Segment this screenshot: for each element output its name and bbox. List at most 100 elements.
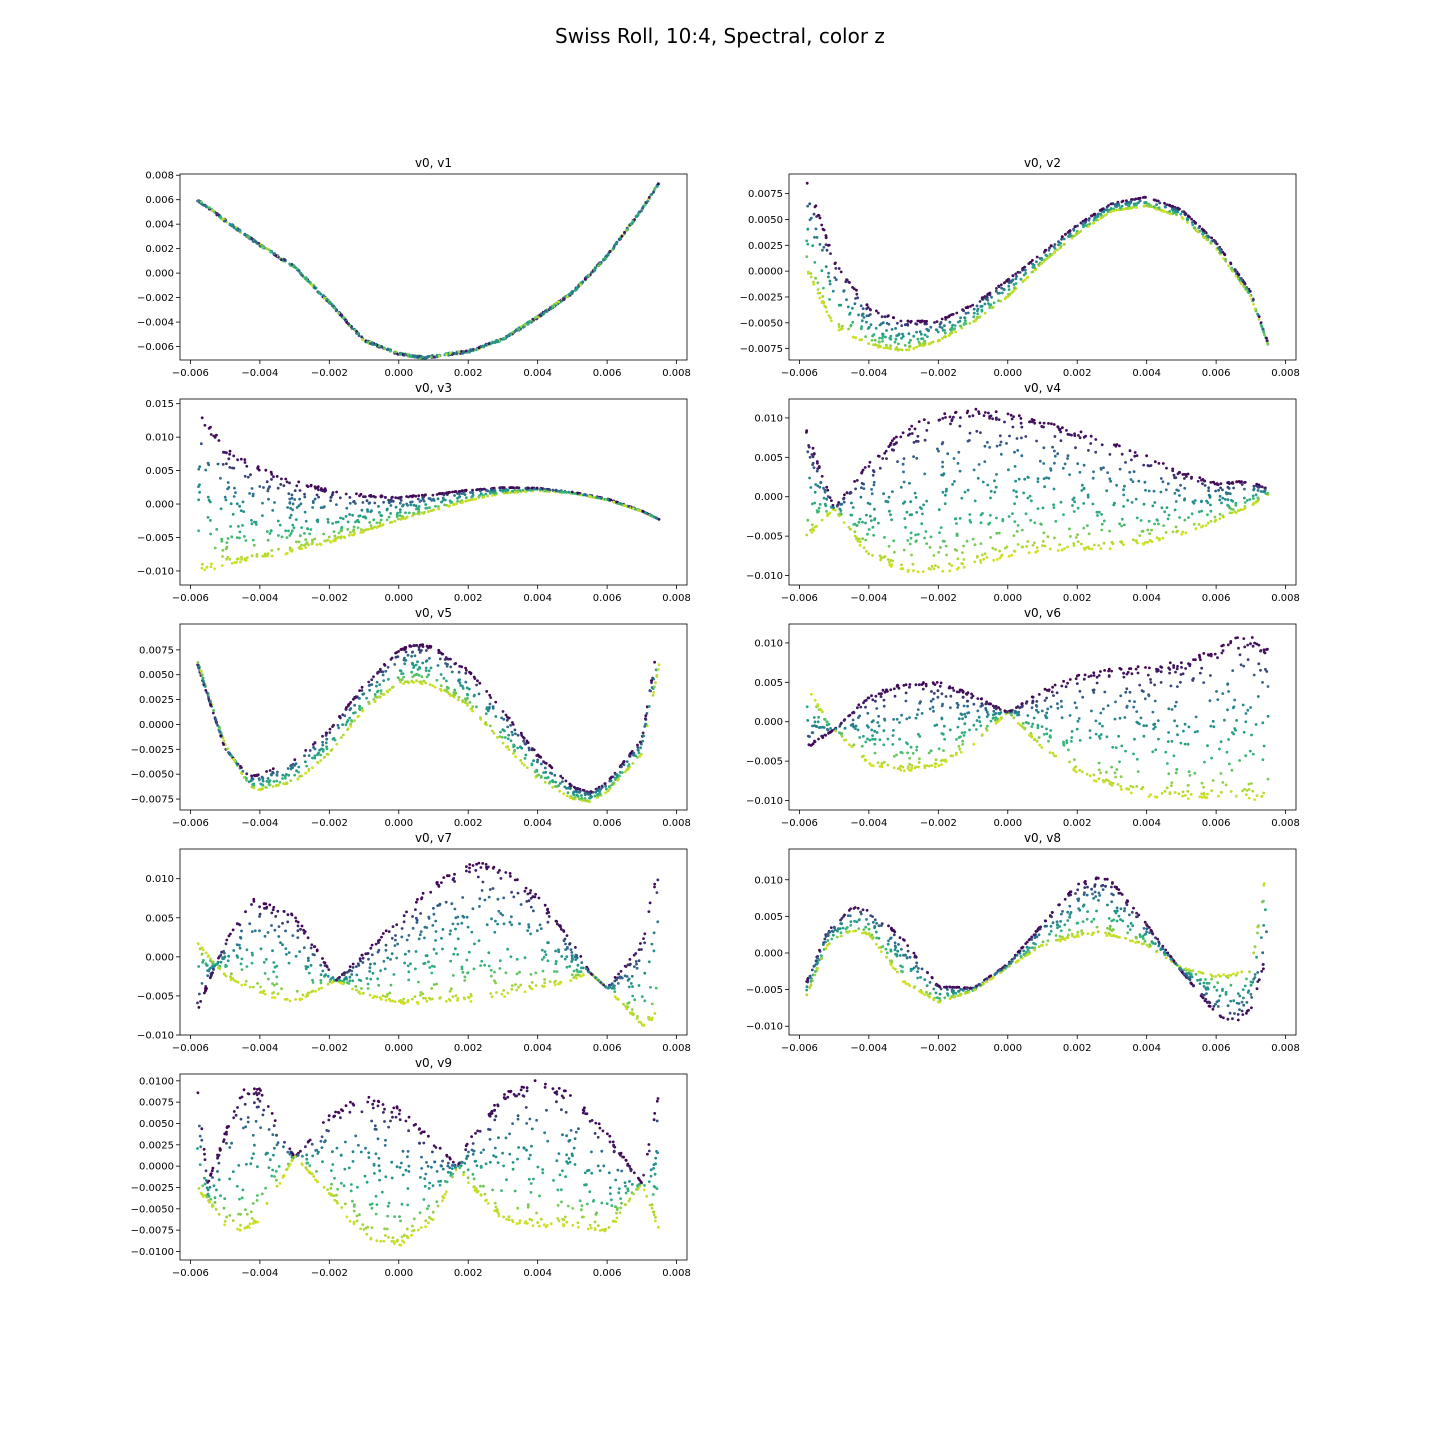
data-point <box>283 258 286 261</box>
data-point <box>1092 212 1096 216</box>
data-point <box>1022 273 1026 277</box>
data-point <box>1047 476 1051 480</box>
data-point <box>1207 489 1210 493</box>
data-point <box>266 552 270 556</box>
data-point <box>811 455 815 459</box>
data-point <box>394 496 398 500</box>
data-point <box>536 774 539 777</box>
data-point <box>261 787 265 791</box>
data-point <box>364 528 368 531</box>
data-point <box>622 760 626 763</box>
y-tick-label: 0.006 <box>145 195 174 206</box>
data-point <box>410 670 414 674</box>
data-point <box>1100 443 1104 447</box>
data-point <box>228 452 232 456</box>
data-point <box>867 528 871 531</box>
data-point <box>409 645 413 648</box>
data-point <box>1048 547 1052 551</box>
data-point <box>893 550 896 554</box>
data-point <box>995 516 998 520</box>
data-point <box>1200 500 1203 504</box>
data-point <box>560 490 563 494</box>
data-point <box>411 650 414 654</box>
data-point <box>943 412 947 416</box>
data-point <box>208 500 212 504</box>
data-point <box>842 496 846 500</box>
data-point <box>221 555 224 558</box>
data-point <box>1040 709 1044 713</box>
x-tick-label: 0.008 <box>662 368 691 379</box>
data-point <box>558 789 561 793</box>
data-point <box>1183 497 1187 501</box>
data-point <box>421 497 425 501</box>
data-point <box>522 763 526 767</box>
data-point <box>1023 278 1027 282</box>
data-point <box>961 551 964 554</box>
data-point <box>316 761 320 765</box>
data-point <box>933 724 937 727</box>
data-point <box>868 460 872 464</box>
data-point <box>617 777 621 781</box>
data-point <box>1091 502 1095 506</box>
data-point <box>1201 482 1204 486</box>
data-point <box>1204 524 1208 527</box>
data-point <box>290 496 294 500</box>
data-point <box>1031 695 1035 699</box>
data-point <box>502 486 506 489</box>
data-point <box>941 460 944 464</box>
data-point <box>1089 442 1093 445</box>
data-point <box>499 730 502 734</box>
data-point <box>477 346 481 350</box>
data-point <box>1067 229 1071 233</box>
data-point <box>351 513 354 517</box>
data-point <box>1102 541 1106 545</box>
data-point <box>1066 681 1069 685</box>
data-point <box>359 530 363 534</box>
data-point <box>502 488 505 492</box>
data-point <box>1137 479 1141 483</box>
data-point <box>1068 678 1072 681</box>
data-point <box>345 506 349 510</box>
data-point <box>341 517 345 521</box>
data-point <box>421 661 425 665</box>
data-point <box>455 502 459 506</box>
data-point <box>516 490 520 494</box>
data-point <box>1009 413 1013 417</box>
data-point <box>1013 502 1016 506</box>
data-point <box>1202 681 1206 684</box>
data-point <box>1030 499 1033 503</box>
data-point <box>816 281 820 285</box>
data-point <box>468 700 472 704</box>
data-point <box>346 719 350 722</box>
data-point <box>815 509 819 512</box>
data-point <box>277 534 280 537</box>
data-point <box>520 761 524 765</box>
x-tick-label: 0.008 <box>662 818 691 829</box>
data-point <box>540 762 543 766</box>
data-point <box>410 680 414 683</box>
data-point <box>1214 518 1218 522</box>
data-point <box>815 469 819 473</box>
data-point <box>999 452 1003 456</box>
data-point <box>291 523 295 527</box>
data-point <box>900 563 903 567</box>
data-point <box>1184 531 1188 535</box>
data-point <box>1068 235 1071 238</box>
data-point <box>245 464 249 468</box>
data-point <box>937 550 941 554</box>
data-point <box>307 280 311 283</box>
data-point <box>313 497 317 501</box>
data-point <box>641 739 645 743</box>
data-point <box>848 313 851 316</box>
data-point <box>985 295 989 298</box>
data-point <box>811 502 814 506</box>
data-point <box>944 493 947 497</box>
data-point <box>1035 260 1038 264</box>
data-point <box>324 741 328 745</box>
data-point <box>901 431 905 435</box>
data-point <box>511 733 514 737</box>
subplot-title: v0, v3 <box>415 381 452 395</box>
data-point <box>370 509 373 513</box>
data-point <box>319 753 322 757</box>
data-point <box>962 734 966 737</box>
